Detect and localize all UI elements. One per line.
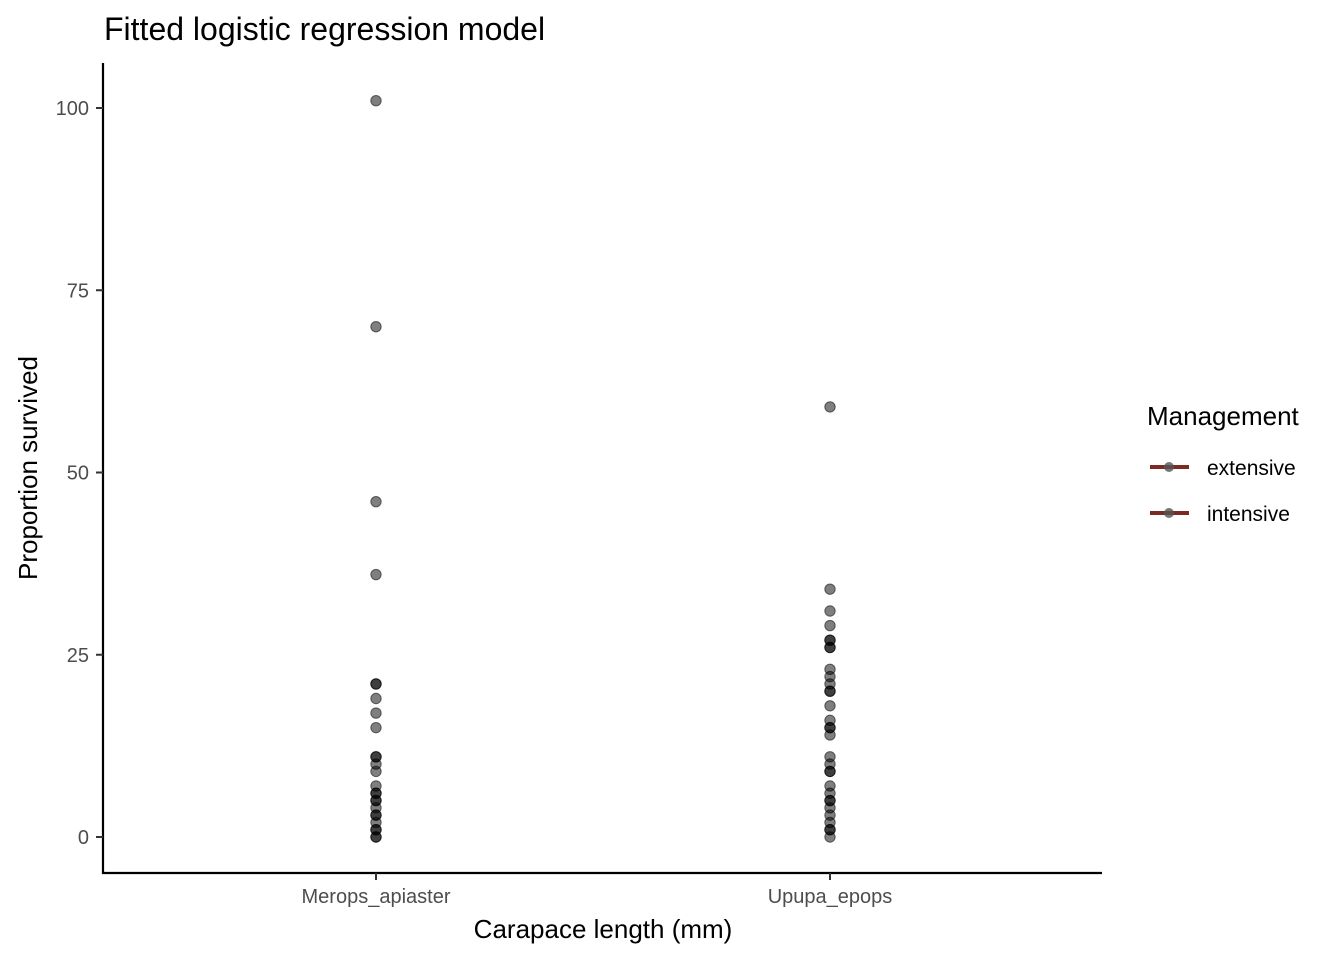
y-tick-label: 50 [67,463,89,485]
data-point [824,700,836,712]
data-point [824,641,836,654]
x-axis-title: Carapace length (mm) [474,914,733,944]
data-point [824,605,836,617]
data-point [370,678,382,690]
x-tick-label: Merops_apiaster [302,886,451,908]
legend-point [1164,508,1174,518]
chart-title: Fitted logistic regression model [104,11,545,47]
x-tick-label: Upupa_epops [768,886,893,908]
data-point [370,495,382,508]
legend-label: intensive [1207,503,1290,526]
legend-item-intensive: intensive [1150,503,1290,526]
y-tick-label: 25 [67,645,89,667]
x-axis: Merops_apiaster Upupa_epops [302,873,893,908]
points-layer [370,95,836,843]
y-axis: 0 25 50 75 100 [56,98,103,849]
data-point [824,583,836,595]
data-point [370,721,382,734]
data-point [824,831,836,843]
legend-items: extensive intensive [1150,457,1296,526]
legend-point [1164,462,1174,472]
data-point [824,685,836,697]
y-tick-label: 75 [67,280,89,302]
data-point [370,568,382,581]
data-point [370,831,382,843]
y-tick-label: 100 [56,98,89,120]
legend-label: extensive [1207,457,1296,480]
data-point [370,765,382,778]
data-point [824,401,836,413]
data-point [824,729,836,741]
data-point [370,707,382,719]
y-axis-title: Proportion survived [13,356,43,580]
data-point [370,321,382,333]
data-point [824,619,836,632]
data-point [370,95,382,107]
y-tick-label: 0 [78,827,89,849]
data-point [370,692,382,705]
legend: Management extensive intensive [1147,401,1300,526]
legend-item-extensive: extensive [1150,457,1296,480]
data-point [824,765,836,778]
legend-title: Management [1147,401,1300,431]
